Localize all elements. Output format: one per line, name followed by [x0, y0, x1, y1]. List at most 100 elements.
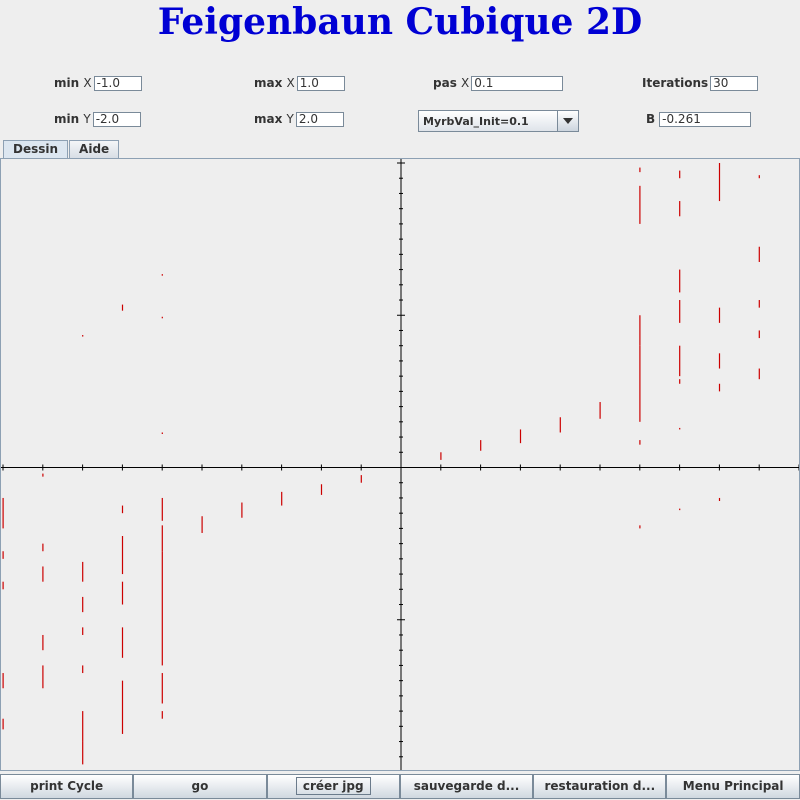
data-point	[161, 316, 163, 319]
data-point	[679, 170, 681, 179]
page-title: Feigenbaun Cubique 2D	[157, 1, 643, 43]
data-point	[121, 304, 124, 311]
data-point	[679, 508, 681, 511]
dropdown-arrow-button[interactable]	[557, 111, 578, 131]
data-point	[161, 673, 163, 704]
data-point	[679, 300, 681, 323]
init-value-select[interactable]: MyrbVal_Init=0.1	[418, 110, 579, 132]
pas-x-param: pas X	[433, 73, 564, 93]
max-x-label: max	[254, 76, 283, 90]
data-point	[718, 383, 721, 392]
iterations-label: Iterations	[642, 76, 709, 90]
data-point	[639, 440, 641, 445]
data-point	[718, 497, 721, 501]
data-point	[121, 680, 124, 734]
data-point	[121, 581, 124, 605]
data-point	[161, 497, 163, 521]
data-point	[42, 634, 44, 651]
pas-x-input[interactable]	[471, 75, 564, 91]
data-point	[599, 402, 601, 419]
data-point	[281, 491, 283, 506]
data-point	[679, 345, 681, 377]
pas-x-label: pas	[433, 76, 457, 90]
data-point	[718, 353, 721, 369]
b-param: B	[646, 109, 752, 129]
data-point	[2, 497, 4, 529]
init-value-selected: MyrbVal_Init=0.1	[423, 114, 529, 128]
data-point	[758, 300, 760, 308]
data-point	[718, 307, 721, 323]
print-cycle-button[interactable]: print Cycle	[0, 774, 134, 799]
data-point	[758, 246, 760, 262]
data-point	[82, 627, 84, 635]
create-jpg-label: créer jpg	[295, 777, 371, 795]
tab-dessin[interactable]: Dessin	[3, 140, 69, 158]
button-bar: print Cycle go créer jpg sauvegarde d...…	[0, 774, 800, 800]
pas-x-unit: X	[461, 76, 470, 90]
data-point	[559, 417, 561, 433]
data-point	[82, 596, 84, 613]
data-point	[42, 473, 44, 477]
data-point	[639, 525, 641, 529]
tab-bar: Dessin Aide	[3, 140, 120, 158]
data-point	[758, 330, 760, 339]
data-point	[241, 502, 243, 518]
data-point	[2, 581, 4, 590]
create-jpg-button[interactable]: créer jpg	[266, 774, 400, 799]
max-y-input[interactable]	[295, 111, 344, 127]
data-point	[121, 536, 124, 575]
data-point	[679, 379, 681, 384]
data-point	[2, 673, 4, 689]
iterations-input[interactable]	[710, 75, 759, 91]
min-y-input[interactable]	[92, 111, 141, 127]
plot-canvas	[1, 159, 799, 770]
data-point	[161, 711, 163, 719]
data-point	[679, 427, 681, 430]
data-point	[161, 274, 163, 276]
b-input[interactable]	[659, 111, 752, 127]
max-y-label: max	[254, 112, 283, 126]
data-point	[440, 452, 442, 460]
data-point	[718, 163, 721, 202]
data-point	[121, 505, 124, 514]
drawing-panel	[0, 158, 800, 771]
min-x-param: min X	[54, 73, 142, 93]
restore-button[interactable]: restauration d...	[533, 774, 667, 799]
data-point	[82, 741, 84, 765]
data-point	[758, 175, 760, 179]
data-point	[320, 484, 323, 495]
data-point	[42, 566, 44, 582]
max-x-unit: X	[286, 76, 295, 90]
data-point	[639, 167, 641, 173]
max-x-input[interactable]	[296, 75, 345, 91]
b-label: B	[646, 112, 656, 126]
data-point	[679, 201, 681, 217]
min-x-label: min	[54, 76, 80, 90]
data-point	[82, 335, 84, 337]
save-button[interactable]: sauvegarde d...	[399, 774, 534, 799]
min-x-unit: X	[83, 76, 92, 90]
data-point	[360, 475, 362, 483]
data-point	[42, 543, 44, 552]
max-y-param: max Y	[254, 109, 344, 129]
max-y-unit: Y	[286, 112, 294, 126]
main-menu-button[interactable]: Menu Principal	[666, 774, 800, 799]
min-y-label: min	[54, 112, 80, 126]
min-y-param: min Y	[54, 109, 141, 129]
data-point	[121, 627, 124, 658]
min-x-input[interactable]	[93, 75, 142, 91]
chevron-down-icon	[563, 118, 573, 124]
go-button[interactable]: go	[133, 774, 267, 799]
data-point	[639, 185, 641, 224]
data-point	[480, 440, 482, 451]
tab-aide[interactable]: Aide	[69, 140, 120, 158]
data-point	[201, 516, 203, 533]
data-point	[2, 718, 4, 730]
max-x-param: max X	[254, 73, 345, 93]
data-point	[758, 368, 760, 380]
data-point	[679, 269, 681, 293]
data-point	[519, 429, 522, 444]
data-point	[639, 315, 641, 346]
data-point	[639, 345, 641, 422]
min-y-unit: Y	[83, 112, 91, 126]
